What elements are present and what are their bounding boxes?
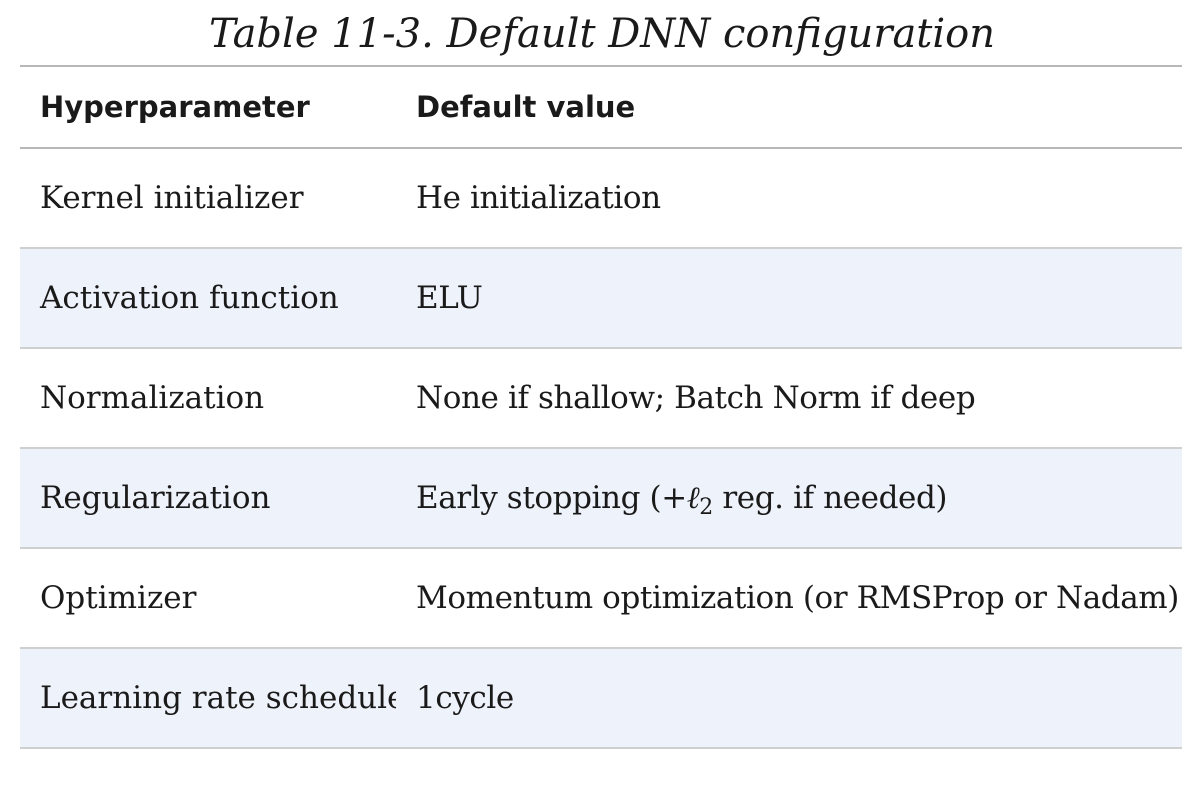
regularization-prefix: Early stopping (+	[416, 480, 687, 516]
row-param-normalization: Normalization	[40, 380, 265, 416]
row-value-kernel-initializer: He initialization	[416, 180, 661, 216]
table-row: Normalization None if shallow; Batch Nor…	[20, 348, 1182, 448]
table-body: Kernel initializer He initialization Act…	[20, 148, 1182, 748]
l2-subscript: 2	[699, 495, 713, 520]
table-header: Hyperparameter Default value	[20, 66, 1182, 148]
row-param-learning-rate-schedule: Learning rate schedule	[40, 680, 396, 716]
column-header-default-value: Default value	[416, 90, 636, 124]
row-param-optimizer: Optimizer	[40, 580, 197, 616]
regularization-suffix: reg. if needed)	[712, 480, 948, 516]
column-header-hyperparameter: Hyperparameter	[40, 90, 310, 124]
l2-symbol: ℓ	[686, 480, 700, 516]
header-row: Hyperparameter Default value	[20, 66, 1182, 148]
row-param-regularization: Regularization	[40, 480, 271, 516]
row-param-kernel-initializer: Kernel initializer	[40, 180, 304, 216]
table-row: Learning rate schedule 1cycle	[20, 648, 1182, 748]
table-row: Regularization Early stopping (+ℓ2 reg. …	[20, 448, 1182, 548]
table-container: Hyperparameter Default value Kernel init…	[20, 65, 1182, 749]
table-caption: Table 11-3. Default DNN configuration	[209, 11, 995, 57]
table-row: Activation function ELU	[20, 248, 1182, 348]
row-value-normalization: None if shallow; Batch Norm if deep	[416, 380, 976, 416]
row-param-activation-function: Activation function	[40, 280, 339, 316]
row-value-learning-rate-schedule: 1cycle	[416, 680, 514, 716]
row-value-activation-function: ELU	[416, 280, 483, 316]
table-row: Kernel initializer He initialization	[20, 148, 1182, 248]
table-row: Optimizer Momentum optimization (or RMSP…	[20, 548, 1182, 648]
row-value-optimizer: Momentum optimization (or RMSProp or Nad…	[416, 580, 1179, 616]
config-table: Hyperparameter Default value Kernel init…	[20, 65, 1182, 749]
row-value-regularization: Early stopping (+ℓ2 reg. if needed)	[396, 448, 1182, 548]
